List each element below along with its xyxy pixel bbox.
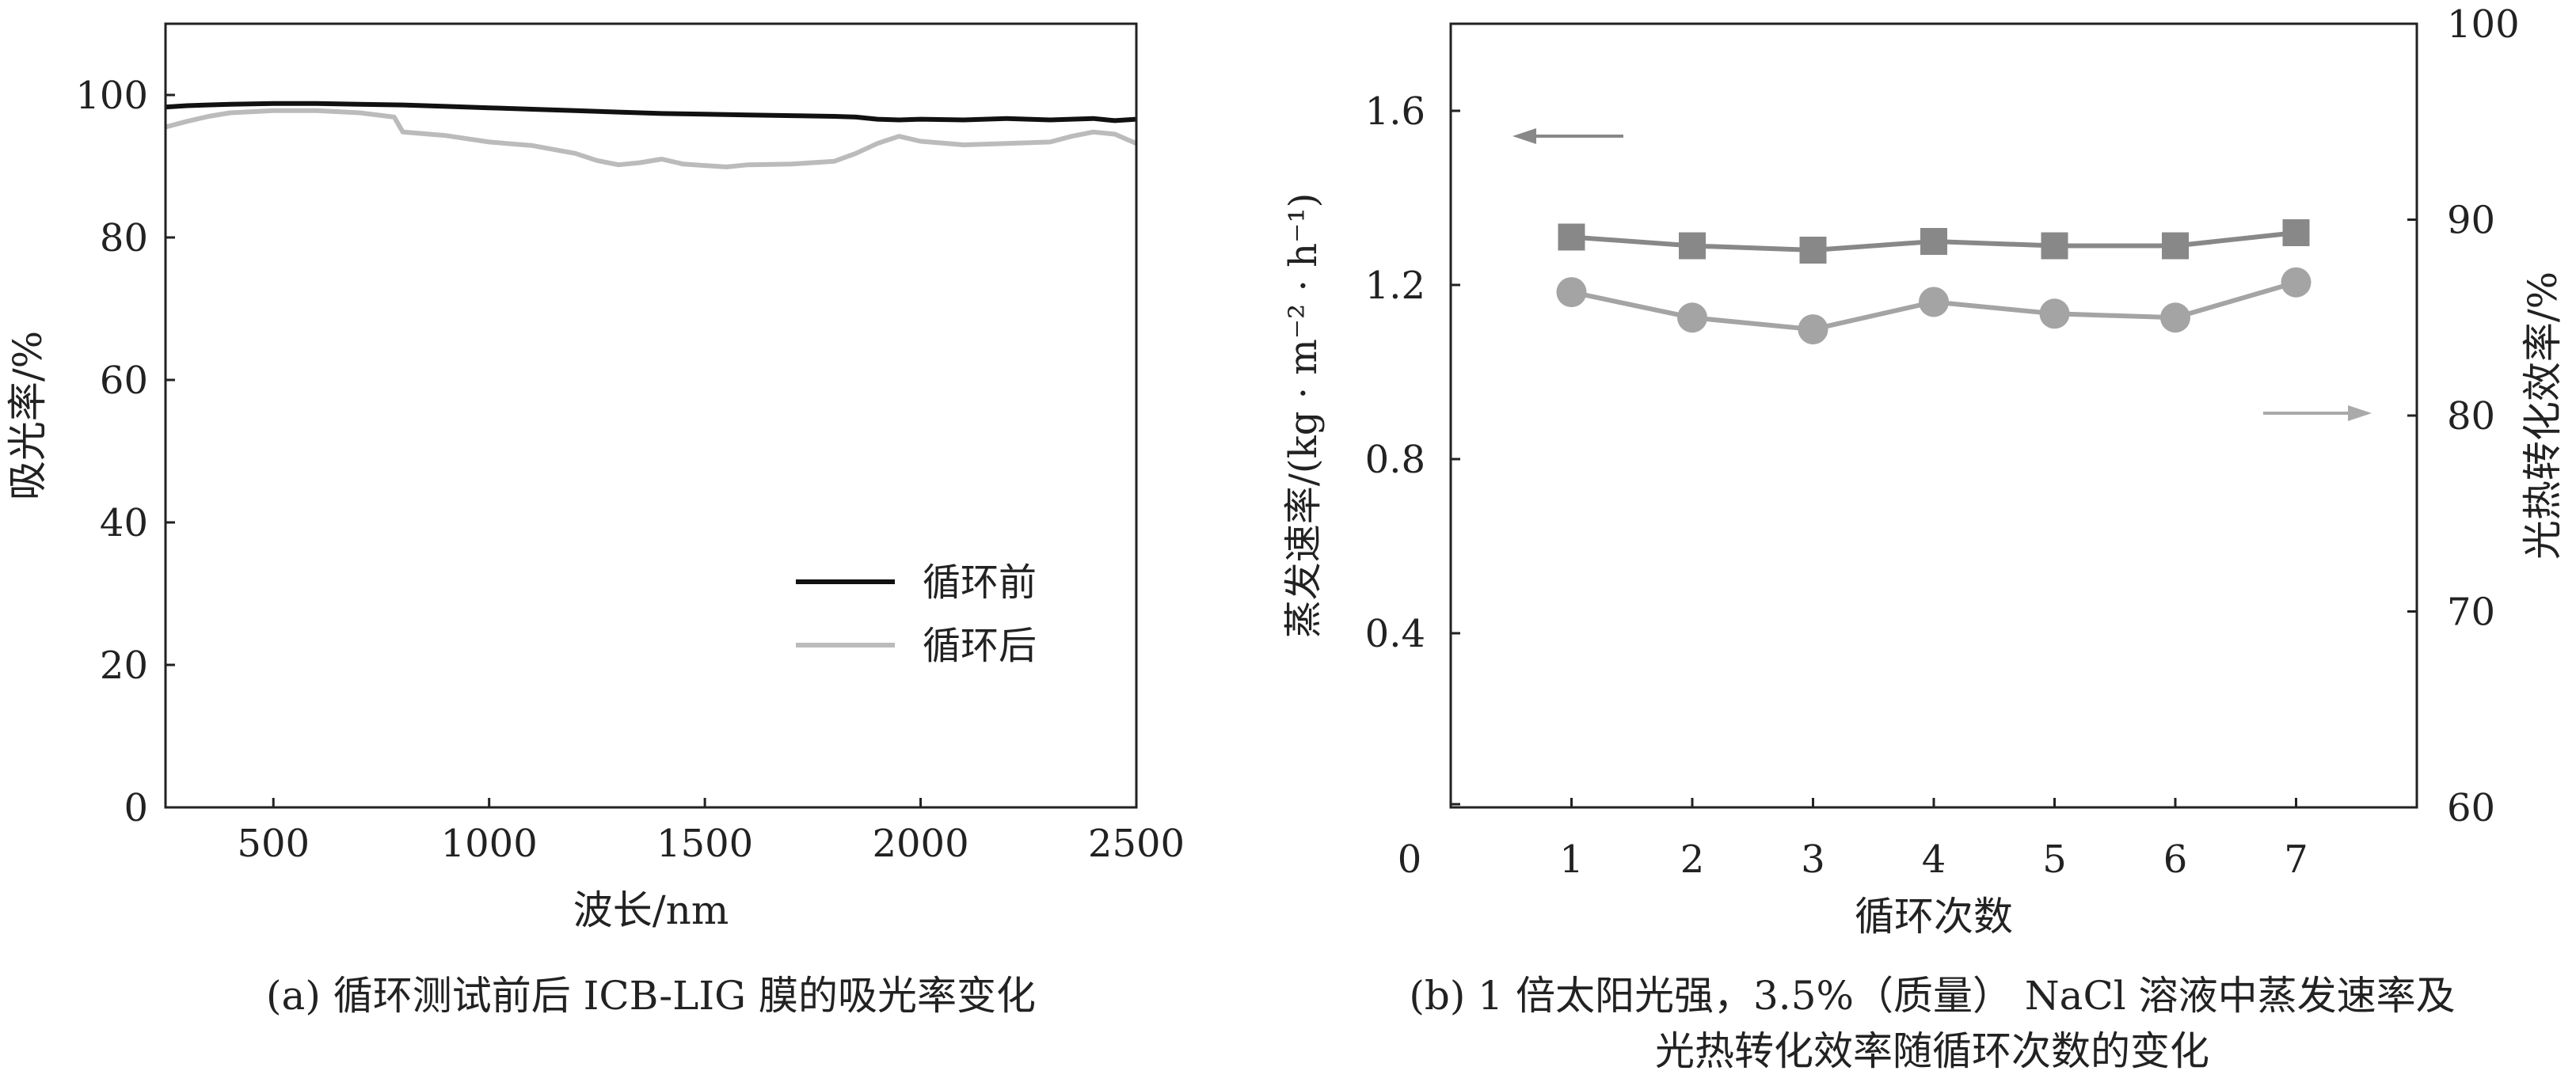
right-y-tick-label: 70 <box>2447 590 2495 635</box>
x-tick-label: 2000 <box>872 822 968 866</box>
left-y-tick-label: 1.2 <box>1365 264 1425 308</box>
y-tick-label: 20 <box>100 644 148 688</box>
evaporation-rate-point <box>1558 223 1585 251</box>
y-tick-label: 40 <box>100 501 148 545</box>
panel-a-series <box>165 101 1138 169</box>
x-tick-label: 5 <box>2042 837 2067 882</box>
efficiency-point <box>2039 298 2070 329</box>
x-tick-label: 1000 <box>441 822 538 866</box>
y-tick-label: 100 <box>75 74 148 118</box>
panel-b-caption-line-1: (b) 1 倍太阳光强，3.5%（质量） NaCl 溶液中蒸发速率及 <box>1409 973 2455 1019</box>
series-line-after <box>165 108 1138 169</box>
x-tick-label: 4 <box>1922 837 1946 882</box>
legend-label-before: 循环前 <box>923 560 1037 605</box>
x-tick-label: 1500 <box>656 822 753 866</box>
legend-label-after: 循环后 <box>923 624 1037 668</box>
evaporation-rate-point <box>2282 219 2310 246</box>
evaporation-rate-point <box>1799 237 1827 264</box>
efficiency-point <box>1677 302 1707 333</box>
x-tick-label: 6 <box>2163 837 2188 882</box>
series-line-before <box>165 101 1137 123</box>
panel-a-legend: 循环前 循环后 <box>796 560 1037 668</box>
evaporation-rate-point <box>2041 232 2068 260</box>
left-y-tick-label: 1.6 <box>1365 89 1425 134</box>
y-tick-label: 0 <box>124 786 148 830</box>
panel-a-x-axis-title: 波长/nm <box>573 887 729 933</box>
panel-b-right-y-axis-title: 光热转化效率/% <box>2520 272 2566 560</box>
right-y-tick-label: 60 <box>2447 786 2495 830</box>
x-tick-label: 7 <box>2284 837 2308 882</box>
panel-b-origin-label: 0 <box>1398 837 1422 882</box>
y-tick-label: 80 <box>100 216 148 260</box>
panel-b-plot-frame <box>1449 22 2418 809</box>
panel-a-plot-frame <box>164 22 1138 809</box>
x-tick-label: 2 <box>1680 837 1705 882</box>
panel-a-ticks: 500 1000 1500 2000 2500 0 20 40 60 80 100 <box>75 74 1185 866</box>
efficiency-point <box>2281 267 2312 298</box>
x-tick-label: 500 <box>237 822 310 866</box>
y-tick-label: 60 <box>100 359 148 403</box>
left-y-tick-label: 0.8 <box>1365 438 1425 482</box>
panel-b-series <box>1556 219 2312 345</box>
left-axis-arrow <box>1512 128 1623 144</box>
efficiency-point <box>1556 277 1587 308</box>
panel-b: 1 2 3 4 5 6 7 0.4 0.8 1.2 1.6 60 70 80 90 100 0 循环次数 蒸发… <box>1281 2 2566 1074</box>
panel-b-x-axis-title: 循环次数 <box>1855 894 2013 940</box>
right-axis-arrow <box>2263 405 2372 421</box>
x-tick-label: 1 <box>1559 837 1584 882</box>
panel-b-left-y-axis-title: 蒸发速率/(kg · m⁻² · h⁻¹) <box>1281 193 1326 639</box>
panel-b-caption-line-2: 光热转化效率随循环次数的变化 <box>1655 1028 2209 1074</box>
efficiency-point <box>1919 287 1949 317</box>
evaporation-rate-point <box>1679 232 1706 260</box>
x-tick-label: 2500 <box>1088 822 1185 866</box>
right-y-tick-label: 100 <box>2447 2 2520 47</box>
right-y-tick-label: 80 <box>2447 394 2495 439</box>
panel-b-ticks: 1 2 3 4 5 6 7 0.4 0.8 1.2 1.6 60 70 80 90 100 <box>1365 2 2520 882</box>
x-tick-label: 3 <box>1801 837 1825 882</box>
efficiency-point <box>2160 302 2190 333</box>
panel-a-caption: (a) 循环测试前后 ICB-LIG 膜的吸光率变化 <box>266 973 1036 1019</box>
evaporation-rate-point <box>2162 232 2189 260</box>
right-y-tick-label: 90 <box>2447 199 2495 243</box>
left-y-tick-label: 0.4 <box>1365 612 1425 656</box>
evaporation-rate-point <box>1920 228 1947 255</box>
efficiency-point <box>1798 314 1828 345</box>
panel-a-y-axis-title: 吸光率/% <box>5 331 51 500</box>
